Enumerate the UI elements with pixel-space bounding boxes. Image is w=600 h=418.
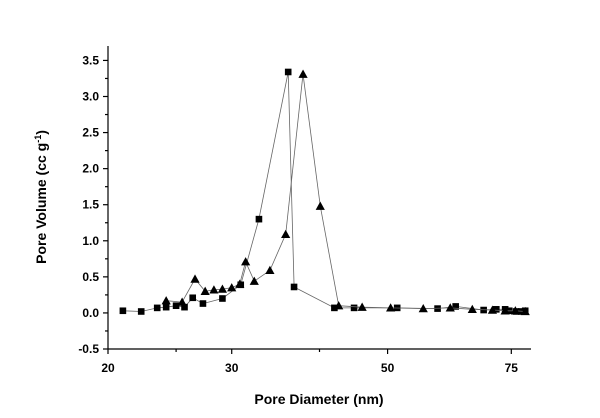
y-tick-label: 2.0 xyxy=(82,162,99,176)
series-line-triangle xyxy=(166,74,526,312)
triangle-marker xyxy=(227,283,237,292)
square-marker xyxy=(189,294,197,302)
triangle-marker xyxy=(315,201,325,210)
triangle-marker xyxy=(520,306,530,316)
triangle-marker xyxy=(298,69,308,78)
series-group xyxy=(119,68,530,316)
y-axis-title-superscript: -1 xyxy=(33,135,43,143)
triangle-marker xyxy=(265,265,275,275)
square-marker xyxy=(255,215,263,223)
square-marker xyxy=(181,303,188,311)
triangle-marker xyxy=(190,274,200,283)
y-tick-label: 3.5 xyxy=(82,53,99,67)
triangle-marker xyxy=(386,303,396,312)
x-axis-title: Pore Diameter (nm) xyxy=(254,391,383,407)
y-axis-title-main: Pore Volume (cc g xyxy=(33,143,49,264)
square-marker xyxy=(172,302,180,310)
square-marker xyxy=(350,304,358,312)
triangle-marker xyxy=(418,304,428,313)
triangle-marker xyxy=(241,257,251,266)
x-tick-label: 50 xyxy=(381,361,395,375)
triangle-marker xyxy=(357,302,367,311)
square-marker xyxy=(331,304,338,312)
square-marker xyxy=(452,303,459,310)
y-axis-title-end: ) xyxy=(33,130,49,135)
y-tick-label: 0.5 xyxy=(82,270,99,284)
square-marker xyxy=(137,308,145,315)
y-tick-label: 0.0 xyxy=(82,306,99,320)
square-marker xyxy=(199,300,207,307)
square-marker xyxy=(119,307,127,315)
x-tick-label: 20 xyxy=(101,361,115,375)
y-tick-label: 3.0 xyxy=(82,90,99,104)
square-marker xyxy=(492,306,500,313)
square-marker xyxy=(290,283,298,291)
square-marker xyxy=(219,295,226,302)
triangle-marker xyxy=(281,229,291,238)
triangle-marker xyxy=(217,284,228,293)
y-axis-title: Pore Volume (cc g-1) xyxy=(33,130,49,264)
x-tick-label: 30 xyxy=(225,361,239,375)
y-tick-label: -0.5 xyxy=(78,342,99,356)
square-marker xyxy=(162,303,170,311)
series-line-square xyxy=(122,71,526,312)
triangle-marker xyxy=(235,279,245,288)
square-marker xyxy=(153,304,161,312)
triangle-marker xyxy=(334,301,344,310)
triangle-marker xyxy=(209,285,219,294)
y-tick-label: 1.5 xyxy=(82,198,99,212)
triangle-marker xyxy=(510,306,520,315)
triangle-marker xyxy=(200,286,210,295)
triangle-marker xyxy=(177,297,187,306)
triangle-marker xyxy=(161,296,171,305)
y-tick-label: 1.0 xyxy=(82,234,99,248)
triangle-marker xyxy=(487,305,498,314)
x-ticks: 20 30 50 75 xyxy=(101,349,518,375)
triangle-marker xyxy=(249,276,259,285)
triangle-marker xyxy=(467,304,477,314)
square-marker xyxy=(284,68,292,76)
triangle-marker xyxy=(445,303,455,312)
y-ticks: -0.5 0.0 0.5 1.0 1.5 2.0 2.5 3.0 3.5 xyxy=(78,53,108,356)
triangle-marker xyxy=(500,306,510,315)
y-tick-label: 2.5 xyxy=(82,126,99,140)
x-tick-label: 75 xyxy=(505,361,519,375)
